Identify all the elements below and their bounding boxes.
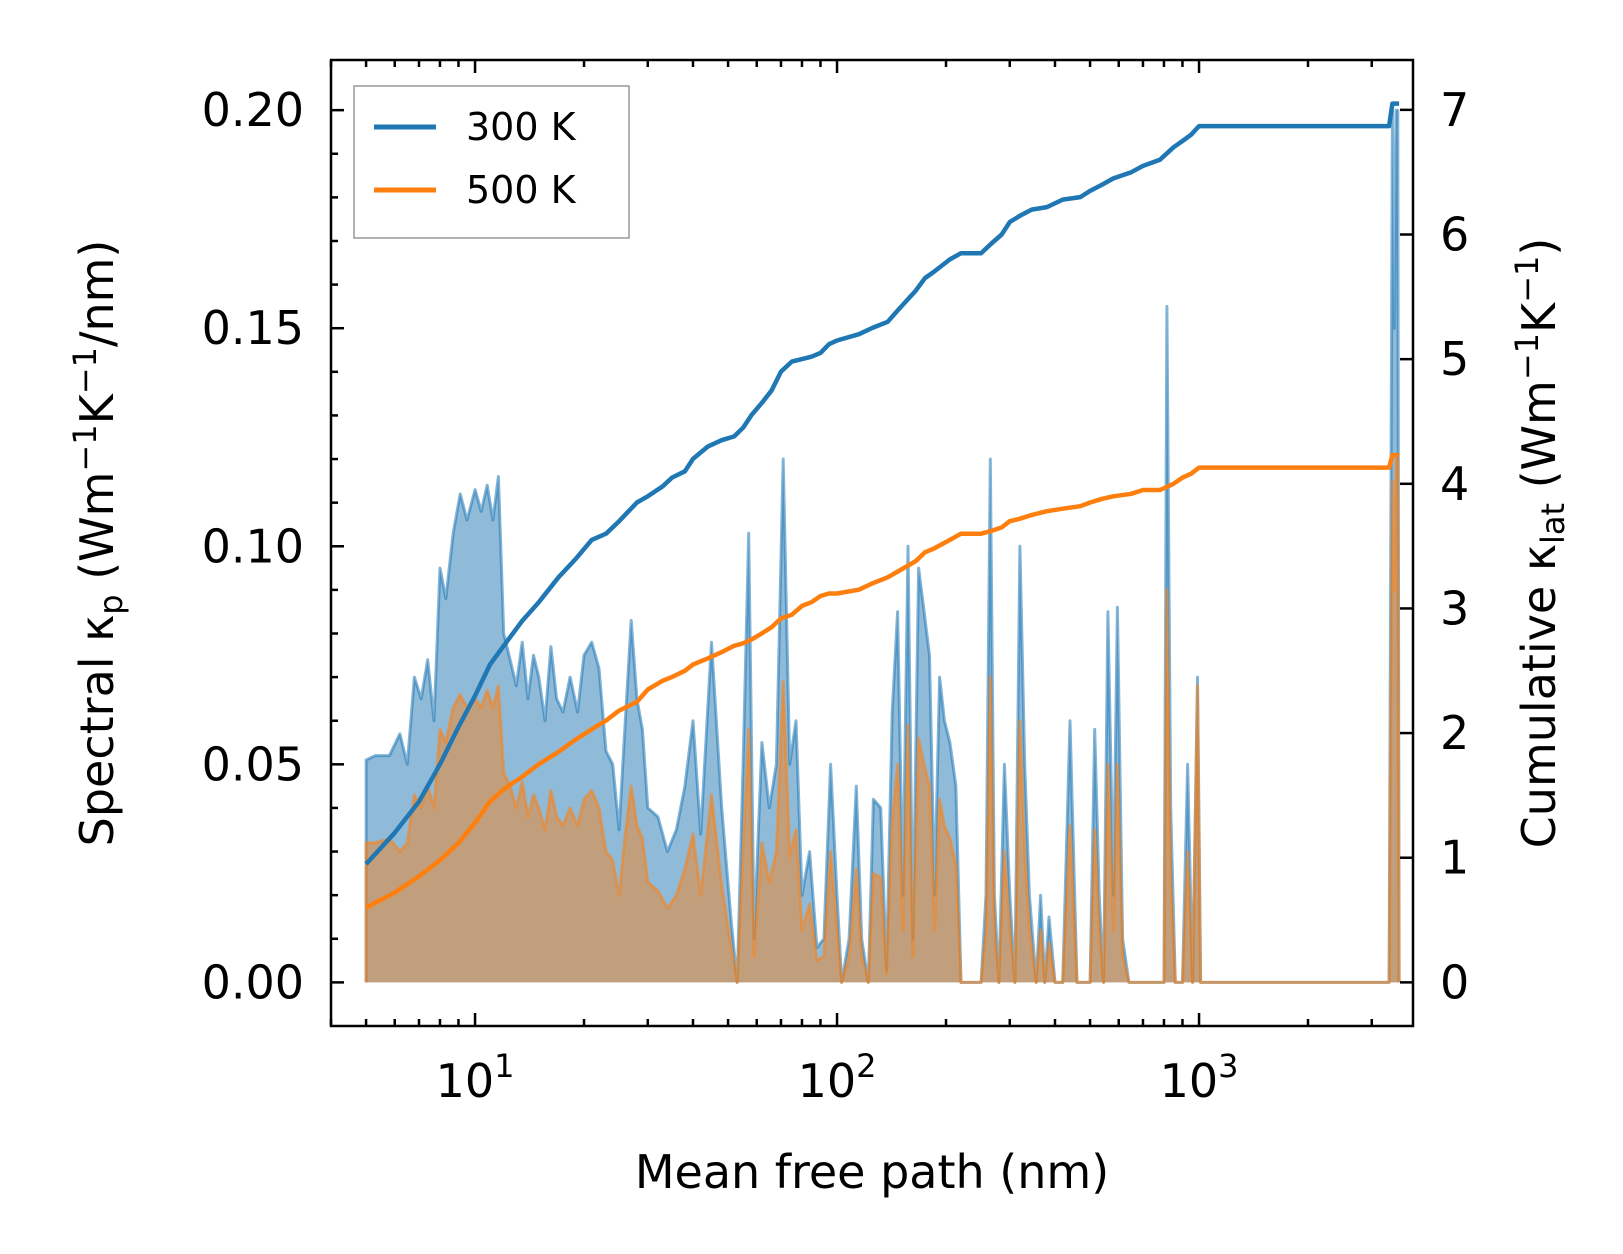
tick-labels: 101 102 103 0.00 0.05 0.10 0.15 0.20 0 1 2 3 4 5 6 7: [202, 83, 1470, 1108]
y-right-tick-label: 3: [1440, 581, 1469, 635]
legend: 300 K 500 K: [353, 85, 630, 239]
y-left-prefix: Spectral κ: [70, 615, 124, 847]
x-tick-label: 101: [436, 1047, 515, 1108]
y-left-sup2: −1: [66, 347, 104, 394]
y-right-tick-label: 6: [1440, 208, 1469, 262]
y-right-tick-label: 0: [1440, 955, 1469, 1009]
y-right-tick-label: 2: [1440, 706, 1469, 760]
y-left-tick-label: 0.00: [202, 955, 304, 1009]
y-axis-right-title: Cumulative κlat (Wm−1K−1): [1508, 238, 1572, 849]
y-right-tick-label: 1: [1440, 831, 1469, 885]
axis-ticks: [329, 60, 1413, 1026]
y-right-sub: lat: [1534, 503, 1572, 544]
x-axis-title: Mean free path (nm): [635, 1145, 1109, 1199]
y-right-prefix: Cumulative κ: [1512, 544, 1566, 848]
legend-box: [353, 85, 630, 239]
y-right-sup1: −1: [1508, 333, 1546, 380]
x-tick-label: 103: [1160, 1047, 1239, 1108]
line-500-k-spectral: [364, 457, 1401, 984]
y-left-tick-label: 0.10: [202, 519, 304, 573]
y-right-mid: K: [1512, 301, 1566, 333]
area-300-k-spectral: [366, 110, 1400, 983]
cumulative-line-500-k: [365, 452, 1400, 910]
y-right-sup2: −1: [1508, 256, 1546, 303]
y-right-tail: ): [1512, 238, 1566, 256]
spectral-fills: [364, 108, 1401, 984]
y-right-units: (Wm: [1512, 380, 1566, 503]
y-left-sup1: −1: [66, 424, 104, 471]
y-left-units: (Wm: [70, 472, 124, 595]
plot-frame: [329, 58, 1415, 1028]
y-left-mid: K: [70, 392, 124, 424]
legend-label-300k: 300 K: [466, 105, 577, 149]
y-left-sub: p: [92, 594, 130, 614]
y-left-tick-label: 0.15: [202, 301, 304, 355]
x-tick-label: 102: [798, 1047, 877, 1108]
y-axis-left-title: Spectral κp (Wm−1K−1/nm): [66, 240, 130, 847]
legend-label-500k: 500 K: [466, 168, 577, 212]
y-left-tick-label: 0.05: [202, 737, 304, 791]
y-right-tick-label: 7: [1440, 83, 1469, 137]
y-right-tick-label: 4: [1440, 457, 1469, 511]
y-left-tail: /nm): [70, 240, 124, 347]
y-left-tick-label: 0.20: [202, 83, 304, 137]
cumulative-line-300-k: [364, 101, 1400, 866]
series-lines: [364, 101, 1400, 910]
y-right-tick-label: 5: [1440, 332, 1469, 386]
